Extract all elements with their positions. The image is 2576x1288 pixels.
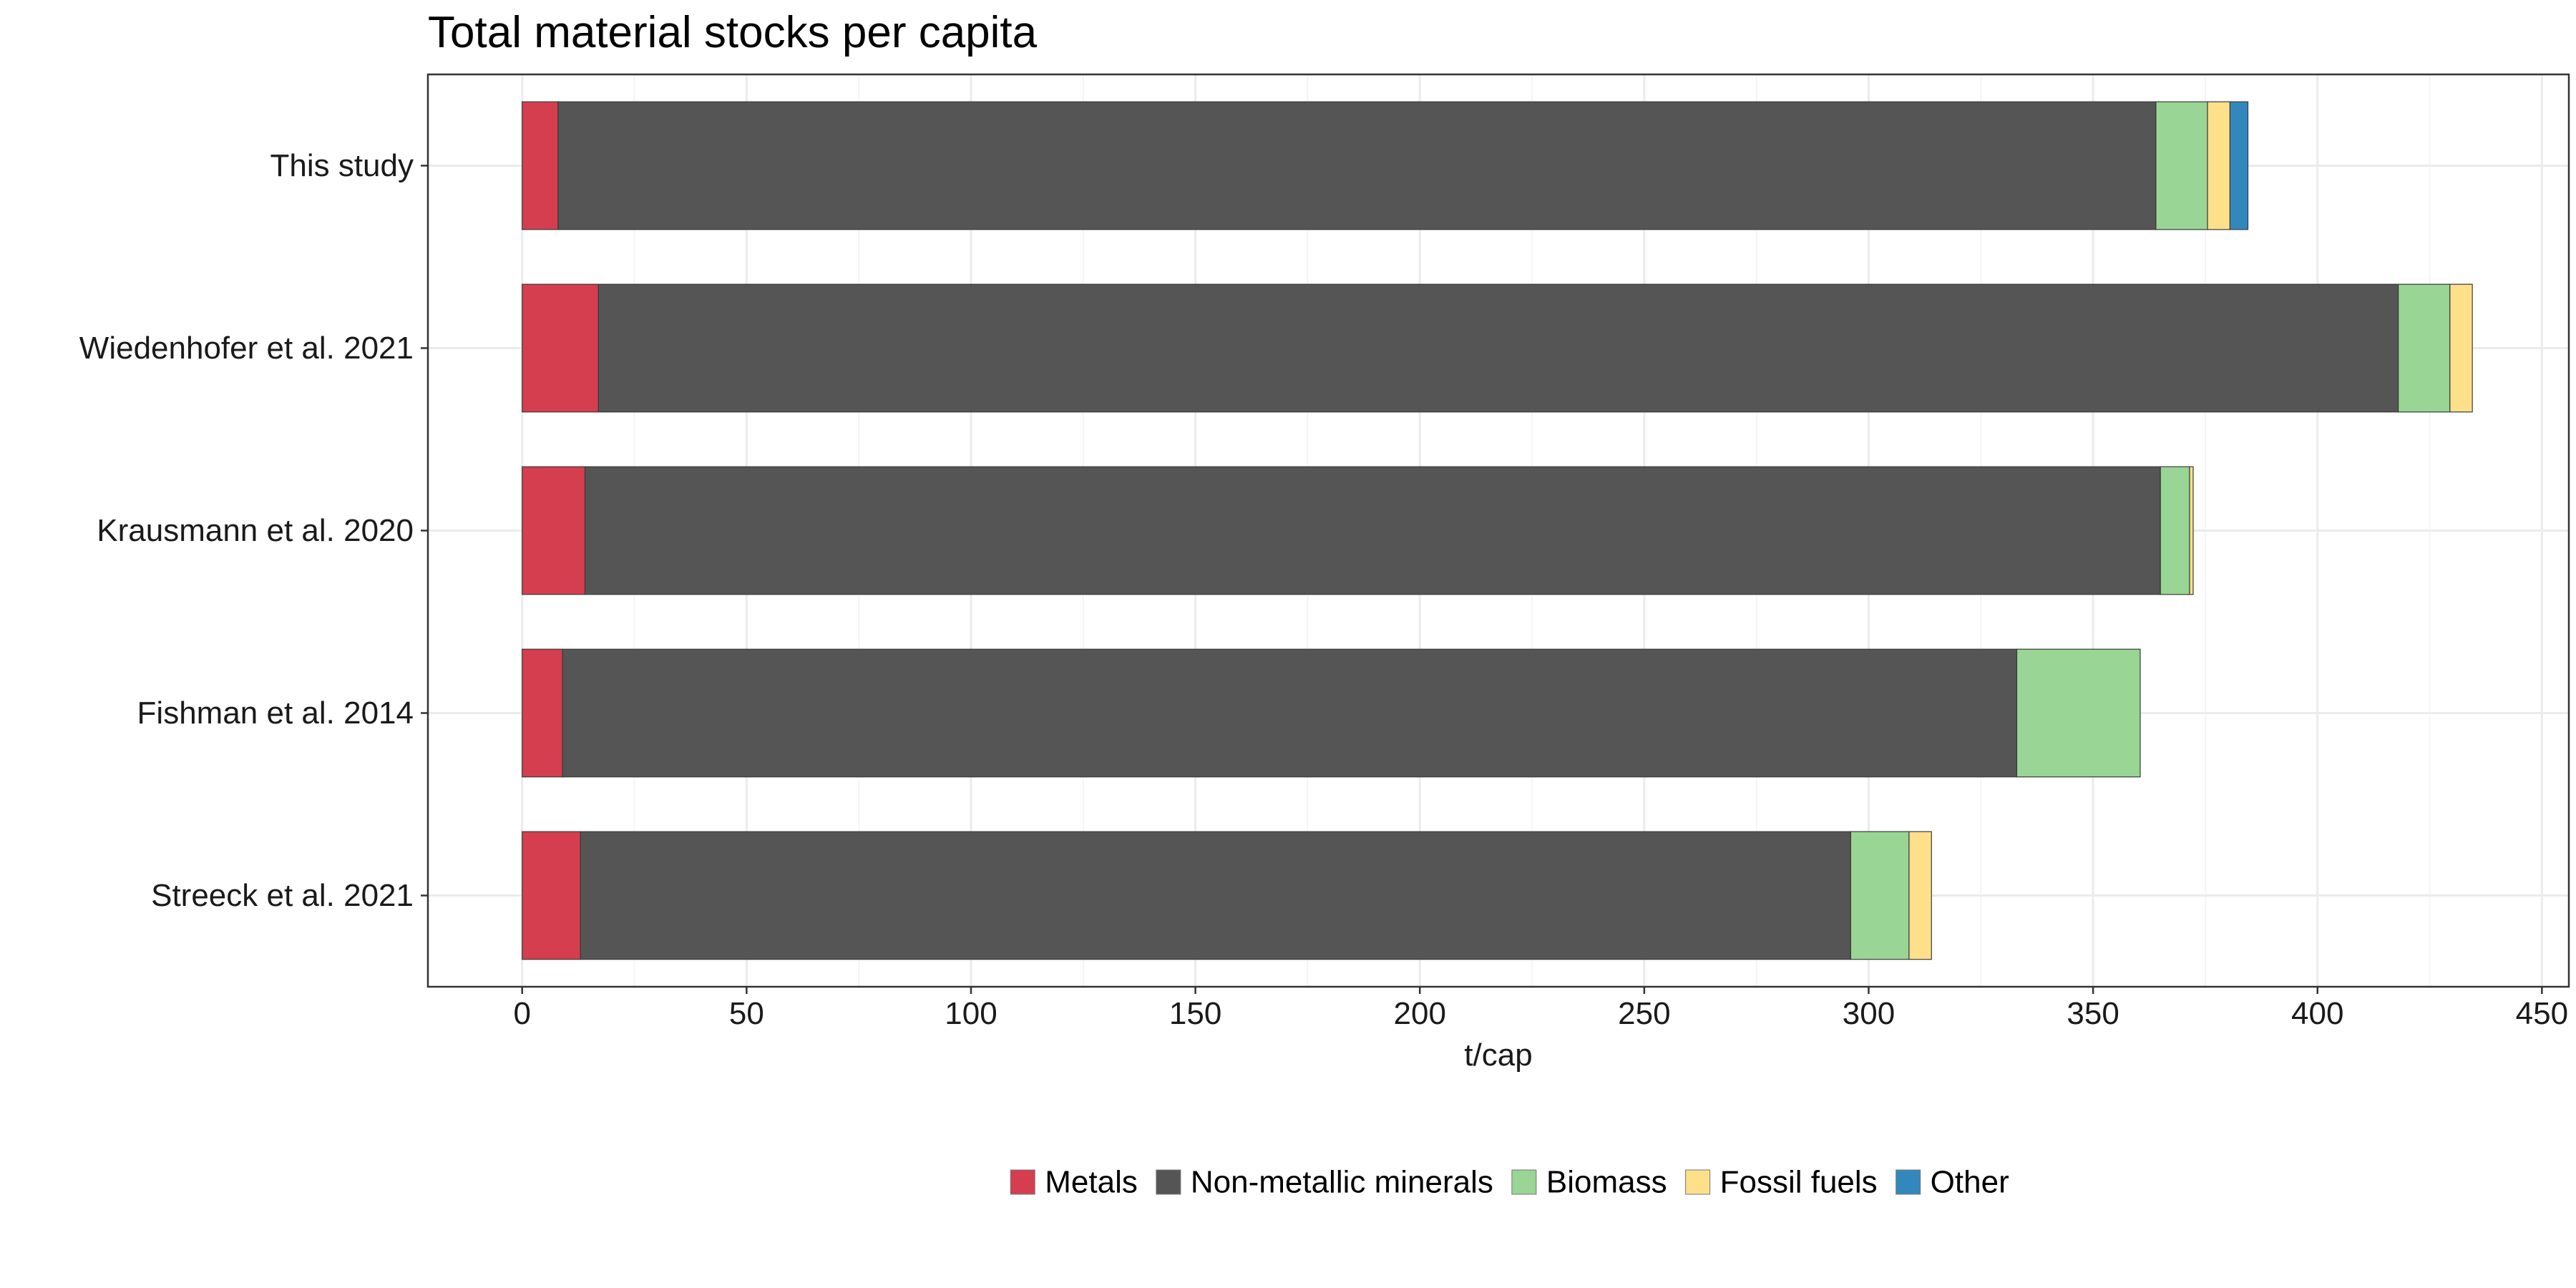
x-tick-label: 100 [945,996,997,1031]
bar-non-metallic-minerals-streeck-et-al-2021 [580,831,1851,960]
bar-metals-streeck-et-al-2021 [522,831,581,960]
legend: Metals Non-metallic minerals Biomass Fossil… [1010,1165,2009,1200]
x-axis: 0 50 100 150 200 250 300 350 400 450 [513,987,2568,1031]
y-tick-label: Krausmann et al. 2020 [97,513,414,548]
legend-label-other: Other [1931,1165,2009,1200]
bar-fossil-fuels-this-study [2207,101,2231,230]
x-tick-label: 50 [729,996,764,1031]
bar-biomass-fishman-et-al-2014 [2016,648,2141,778]
legend-label-biomass: Biomass [1546,1165,1667,1200]
y-tick-label: Streeck et al. 2021 [151,878,414,913]
x-tick-label: 250 [1618,996,1670,1031]
legend-key-other [1896,1169,1921,1195]
legend-label-non-metallic-minerals: Non-metallic minerals [1191,1165,1493,1200]
legend-key-non-metallic-minerals [1156,1169,1181,1195]
legend-key-fossil-fuels [1685,1169,1711,1195]
bar-non-metallic-minerals-fishman-et-al-2014 [562,648,2018,778]
x-axis-label: t/cap [1464,1038,1532,1073]
bar-biomass-krausmann-et-al-2020 [2160,466,2190,595]
x-tick-label: 0 [513,996,530,1031]
bar-biomass-this-study [2155,101,2208,230]
bar-non-metallic-minerals-this-study [557,101,2157,230]
y-tick-label: Wiedenhofer et al. 2021 [79,331,414,366]
legend-key-metals [1010,1169,1035,1195]
bar-biomass-streeck-et-al-2021 [1850,831,1910,960]
bar-fossil-fuels-streeck-et-al-2021 [1908,831,1932,960]
y-axis: This study Wiedenhofer et al. 2021 Krausma… [79,148,428,913]
legend-key-biomass [1511,1169,1537,1195]
x-tick-label: 200 [1394,996,1446,1031]
bar-metals-this-study [522,101,559,230]
bar-non-metallic-minerals-krausmann-et-al-2020 [584,466,2161,595]
x-tick-label: 450 [2516,996,2568,1031]
legend-label-fossil-fuels: Fossil fuels [1720,1165,1878,1200]
bar-fossil-fuels-krausmann-et-al-2020 [2189,466,2194,595]
bars [522,101,2473,960]
bar-metals-wiedenhofer-et-al-2021 [522,283,599,413]
y-tick-label: Fishman et al. 2014 [137,696,414,731]
bar-metals-fishman-et-al-2014 [522,648,563,778]
bar-non-metallic-minerals-wiedenhofer-et-al-2021 [597,283,2399,413]
bar-other-this-study [2229,101,2249,230]
legend-label-metals: Metals [1045,1165,1138,1200]
bar-fossil-fuels-wiedenhofer-et-al-2021 [2449,283,2473,413]
x-tick-label: 350 [2067,996,2119,1031]
x-tick-label: 150 [1169,996,1221,1031]
chart-title: Total material stocks per capita [428,8,1038,57]
bar-metals-krausmann-et-al-2020 [522,466,586,595]
y-tick-label: This study [270,148,414,183]
x-tick-label: 400 [2291,996,2343,1031]
bar-biomass-wiedenhofer-et-al-2021 [2398,283,2451,413]
x-tick-label: 300 [1843,996,1895,1031]
